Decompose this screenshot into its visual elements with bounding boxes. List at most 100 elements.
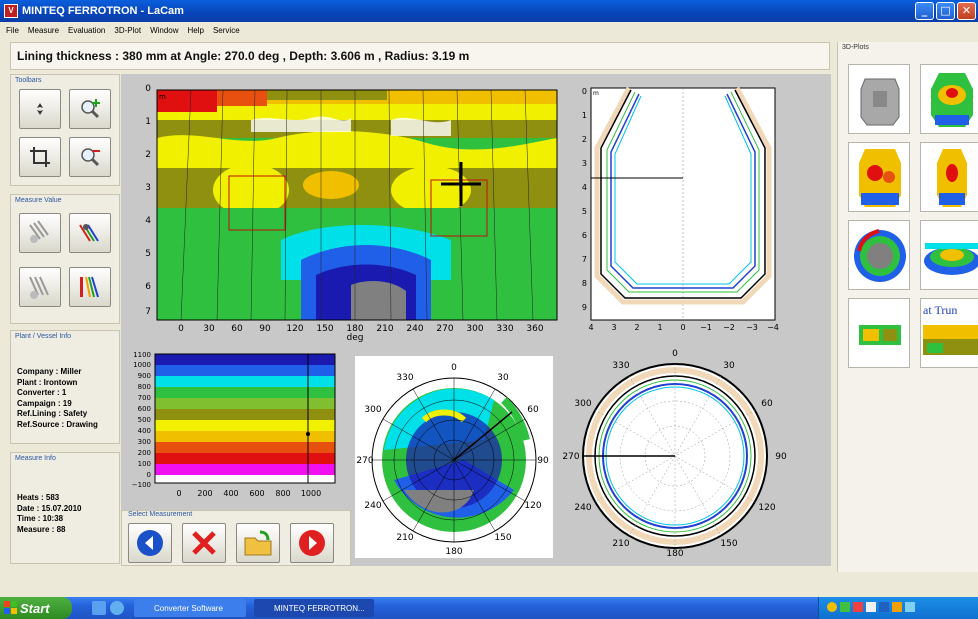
heats-line: Heats : 583 <box>17 493 60 502</box>
polar-right-angle: 240 <box>574 503 591 513</box>
profile-y-tick: 2 <box>582 135 587 144</box>
scanner-rainbow-icon <box>80 276 99 298</box>
scanner-color-icon <box>79 224 99 242</box>
menu-window[interactable]: Window <box>150 25 179 35</box>
unwrap-y-tick: 0 <box>145 84 151 94</box>
system-tray <box>818 597 978 619</box>
legend-y-tick: 300 <box>138 438 151 446</box>
plant-info-title: Plant / Vessel Info <box>15 333 72 340</box>
zoom-out-button[interactable] <box>69 137 111 177</box>
scanner-icon <box>29 220 49 243</box>
scan-gray-button[interactable] <box>19 213 61 253</box>
vessel-heatmap-icon <box>931 73 973 127</box>
unwrap-x-tick: 150 <box>316 324 333 334</box>
legend-x-tick: 1000 <box>301 489 321 498</box>
legend-y-tick: 600 <box>138 405 151 413</box>
polar-right-angle: 330 <box>612 361 629 371</box>
task-converter-label: Converter Software <box>154 603 223 613</box>
crop-button[interactable] <box>19 137 61 177</box>
3d-thumb-map[interactable] <box>848 298 910 368</box>
3d-thumb-shell[interactable] <box>848 64 910 134</box>
profile-unit-label: m <box>593 90 599 97</box>
scan-multi-gray-button[interactable] <box>19 267 61 307</box>
company-line: Company : Miller <box>17 367 82 376</box>
unwrap-y-tick: 2 <box>145 150 151 160</box>
tray-icon[interactable] <box>827 602 837 612</box>
quicklaunch-ie-icon[interactable] <box>110 601 124 615</box>
select-measurement-group: Select Measurement <box>121 510 351 566</box>
ref-source-line: Ref.Source : Drawing <box>17 419 98 429</box>
profile-y-tick: 7 <box>582 255 587 264</box>
arrow-left-icon <box>137 530 163 556</box>
unwrap-y-tick: 4 <box>145 216 151 226</box>
vessel-rear-icon <box>937 149 967 207</box>
lining-map-icon <box>859 325 901 345</box>
zoom-out-icon <box>81 148 100 167</box>
menu-evaluation[interactable]: Evaluation <box>68 25 106 35</box>
measure-info-group: Measure Info Heats : 583 Date : 15.07.20… <box>10 452 120 564</box>
start-button[interactable]: Start <box>0 597 72 619</box>
unwrap-unit-label: m <box>159 93 166 101</box>
3d-thumb-trunnion[interactable]: at Trun <box>920 298 978 368</box>
polar-bottom-plot[interactable]: 0 30 60 90 120 150 180 210 240 270 300 3… <box>355 356 553 558</box>
delete-x-icon <box>192 531 216 555</box>
scan-color-button[interactable] <box>69 213 111 253</box>
menu-help[interactable]: Help <box>187 25 204 35</box>
open-measurement-button[interactable] <box>236 523 280 563</box>
zoom-in-button[interactable] <box>69 89 111 129</box>
profile-y-tick: 1 <box>582 111 587 120</box>
minimize-button[interactable]: _ <box>915 2 934 20</box>
maximize-button[interactable]: □ <box>936 2 955 20</box>
legend-y-tick: −100 <box>132 481 151 489</box>
quicklaunch-desktop-icon[interactable] <box>92 601 106 615</box>
tray-icon[interactable] <box>866 602 876 612</box>
scanner-multi-icon <box>29 276 49 299</box>
profile-y-tick: 0 <box>582 87 587 96</box>
tray-icon[interactable] <box>840 602 850 612</box>
task-minteq-label: MINTEQ FERROTRON... <box>274 603 365 613</box>
3d-thumb-bottom[interactable] <box>920 220 978 290</box>
3d-thumb-top[interactable] <box>848 220 910 290</box>
3d-thumb-front[interactable] <box>848 142 910 212</box>
ref-lining-line: Ref.Lining : Safety <box>17 409 88 418</box>
limits-legend-plot[interactable]: Limits 1100 1000 900 800 700 600 500 400… <box>121 346 349 502</box>
arrow-right-icon <box>299 530 325 556</box>
unwrap-y-tick: 1 <box>145 117 151 127</box>
polar-top-plot[interactable]: 0 30 60 90 120 150 180 210 240 270 300 3… <box>559 346 791 558</box>
menu-file[interactable]: File <box>6 25 19 35</box>
unwrapped-lining-plot[interactable]: 0 1 2 3 4 5 6 7 m 0 30 60 90 120 150 180… <box>131 80 563 342</box>
menu-measure[interactable]: Measure <box>27 25 60 35</box>
date-line: Date : 15.07.2010 <box>17 503 82 513</box>
scan-multi-color-button[interactable] <box>69 267 111 307</box>
tray-icon[interactable] <box>853 602 863 612</box>
profile-x-tick: 3 <box>611 323 616 332</box>
app-icon: V <box>4 4 18 18</box>
polar-left-angle: 120 <box>524 501 541 511</box>
windows-logo-icon <box>4 601 17 614</box>
delete-measurement-button[interactable] <box>182 523 226 563</box>
3d-thumb-rear[interactable] <box>920 142 978 212</box>
previous-measurement-button[interactable] <box>128 523 172 563</box>
unwrap-x-tick: 0 <box>178 324 184 334</box>
unwrap-x-tick: 360 <box>526 324 543 334</box>
polar-left-angle: 0 <box>451 363 457 373</box>
polar-left-angle: 60 <box>527 405 539 415</box>
polar-left-angle: 180 <box>445 547 462 557</box>
3d-thumb-side[interactable] <box>920 64 978 134</box>
menu-service[interactable]: Service <box>212 25 240 35</box>
profile-x-tick: 0 <box>680 323 685 332</box>
menu-3d-plot[interactable]: 3D-Plot <box>114 25 142 35</box>
task-converter-software[interactable]: Converter Software <box>134 599 246 617</box>
tray-icon[interactable] <box>879 602 889 612</box>
close-button[interactable]: ✕ <box>957 2 976 20</box>
tray-icon[interactable] <box>905 602 915 612</box>
tray-icon[interactable] <box>892 602 902 612</box>
polar-right-angle: 90 <box>775 452 787 462</box>
vessel-profile-plot[interactable]: 0 1 2 3 4 5 6 7 8 9 m 4 3 2 1 0 −1 −2 −3… <box>569 80 783 338</box>
polar-right-angle: 0 <box>672 349 678 359</box>
task-minteq-ferrotron[interactable]: MINTEQ FERROTRON... <box>254 599 374 617</box>
plot-area: 0 1 2 3 4 5 6 7 m 0 30 60 90 120 150 180… <box>121 74 831 566</box>
unwrap-x-tick: 330 <box>496 324 513 334</box>
next-measurement-button[interactable] <box>290 523 334 563</box>
pan-button[interactable] <box>19 89 61 129</box>
